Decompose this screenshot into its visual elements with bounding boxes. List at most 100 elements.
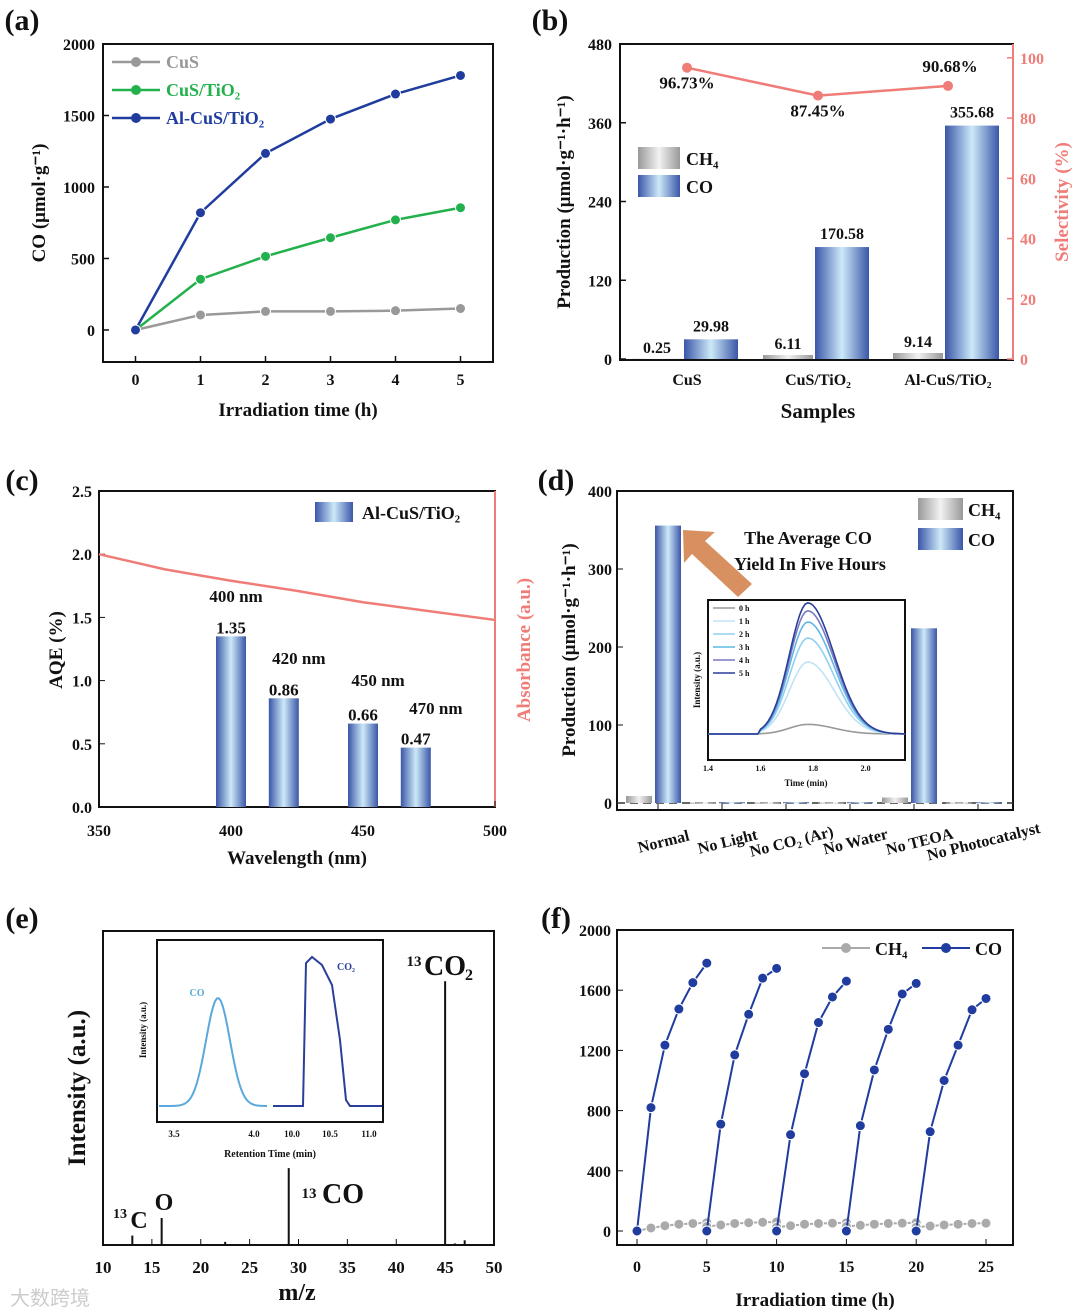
- x-tick-label-e: 25: [241, 1258, 258, 1277]
- data-point: [910, 977, 922, 989]
- bar-co: [815, 247, 869, 359]
- x-tick-label-f: 25: [978, 1259, 994, 1276]
- y-tick-label-d: 300: [588, 562, 612, 579]
- selectivity-point: [813, 90, 823, 101]
- data-point: [812, 1217, 824, 1229]
- data-point: [868, 1218, 880, 1230]
- bar-ch4: [626, 795, 652, 803]
- data-point: [952, 1218, 964, 1230]
- bar-aqe: [348, 723, 378, 807]
- y-tick-label-c: 2.0: [72, 547, 92, 564]
- x-axis-label-e: m/z: [278, 1280, 316, 1306]
- bar-value-label: 0.86: [269, 680, 299, 699]
- x-tick-label-e: 10: [95, 1258, 112, 1277]
- inset-legend-label: 1 h: [739, 617, 750, 626]
- y-axis-label-a: CO (μmol·g⁻¹): [29, 144, 50, 263]
- panel-label-c: (c): [5, 464, 38, 497]
- data-point: [673, 1003, 685, 1015]
- legend-label: CO: [975, 939, 1002, 959]
- panel-label-a: (a): [5, 4, 40, 37]
- x-axis-label-b: Samples: [781, 399, 856, 423]
- data-point: [854, 1120, 866, 1132]
- legend-marker: [841, 943, 851, 953]
- data-point: [882, 1023, 894, 1035]
- y-tick-label-c: 0.0: [72, 800, 92, 817]
- watermark: 大数跨境: [10, 1286, 90, 1310]
- y-tick-label-c: 2.5: [72, 484, 92, 501]
- y-tick-label-f: 0: [603, 1224, 611, 1241]
- y-tick-label-f: 400: [587, 1164, 611, 1181]
- panel-label-f: (f): [541, 902, 571, 935]
- cycle-line-co: [705, 967, 778, 1232]
- y-tick-label-d: 400: [588, 484, 612, 501]
- data-point: [645, 1102, 657, 1114]
- legend-label: CH₄: [875, 939, 908, 959]
- inset-x-axis-label: Time (min): [784, 778, 827, 788]
- x-tick-label-d: Normal: [636, 827, 692, 856]
- inset-x-tick-label: 1.4: [703, 764, 713, 773]
- x-tick-label-e: 15: [143, 1258, 160, 1277]
- bar-label-co: 355.68: [950, 105, 994, 122]
- data-point: [130, 324, 141, 336]
- inset-curve: [708, 661, 906, 735]
- y-tick-label-b: 120: [588, 273, 612, 290]
- y-tick-label-a: 1500: [63, 108, 95, 125]
- data-point: [826, 1217, 838, 1229]
- data-point: [785, 1129, 797, 1141]
- data-point: [645, 1222, 657, 1234]
- data-point: [896, 988, 908, 1000]
- legend-marker: [131, 85, 141, 95]
- data-point: [390, 214, 401, 226]
- selectivity-point: [943, 80, 953, 91]
- y-tick-label-f: 800: [587, 1104, 611, 1121]
- bar-aqe: [268, 698, 299, 807]
- bar-co: [719, 802, 745, 804]
- data-point: [659, 1039, 671, 1051]
- x-tick-label-e: 30: [290, 1258, 307, 1277]
- data-point: [743, 1008, 755, 1020]
- data-point: [840, 1225, 852, 1237]
- y-tick-label-f: 2000: [579, 923, 611, 940]
- x-tick-label-c: 350: [87, 823, 111, 840]
- y-right-tick-label-b: 100: [1020, 51, 1044, 68]
- y-tick-label-b: 480: [588, 37, 612, 54]
- x-axis-label-f: Irradiation time (h): [735, 1290, 894, 1311]
- x-tick-label-e: 40: [388, 1258, 405, 1277]
- legend-label: Al-CuS/TiO₂: [362, 503, 460, 523]
- wavelength-label: 450 nm: [351, 671, 404, 690]
- data-point: [771, 962, 783, 974]
- data-point: [325, 113, 336, 125]
- legend-label: CO: [968, 530, 995, 550]
- data-point: [980, 992, 992, 1004]
- legend-swatch: [638, 147, 680, 169]
- data-point: [826, 991, 838, 1003]
- data-point: [896, 1217, 908, 1229]
- inset-curve: [708, 601, 906, 735]
- panel-label-e: (e): [5, 902, 38, 935]
- x-tick-label-a: 0: [132, 372, 140, 389]
- legend-label: CH₄: [968, 500, 1001, 520]
- x-tick-label-f: 5: [703, 1259, 711, 1276]
- selectivity-point: [682, 62, 692, 73]
- y-axis-label-d: Production (μmol·g⁻¹·h⁻¹): [559, 543, 580, 756]
- data-point: [924, 1126, 936, 1138]
- legend-swatch: [638, 175, 680, 197]
- wavelength-label: 470 nm: [409, 699, 462, 718]
- bar-label-ch4: 0.25: [643, 340, 671, 357]
- y-right-tick-label-b: 60: [1020, 171, 1036, 188]
- bar-label-co: 170.58: [820, 226, 864, 243]
- data-point: [195, 207, 206, 219]
- panel-label-b: (b): [532, 4, 569, 37]
- wavelength-label: 420 nm: [272, 649, 325, 668]
- data-point: [799, 1068, 811, 1080]
- legend-swatch: [918, 528, 963, 550]
- x-tick-label-f: 15: [838, 1259, 854, 1276]
- x-tick-label-f: 20: [908, 1259, 924, 1276]
- selectivity-label: 96.73%: [659, 74, 714, 93]
- inset-x-tick-label: 2.0: [861, 764, 871, 773]
- x-tick-label-c: 450: [351, 823, 375, 840]
- bar-co: [975, 802, 1001, 804]
- cycle-line-co: [636, 962, 708, 1232]
- data-point: [910, 1225, 922, 1237]
